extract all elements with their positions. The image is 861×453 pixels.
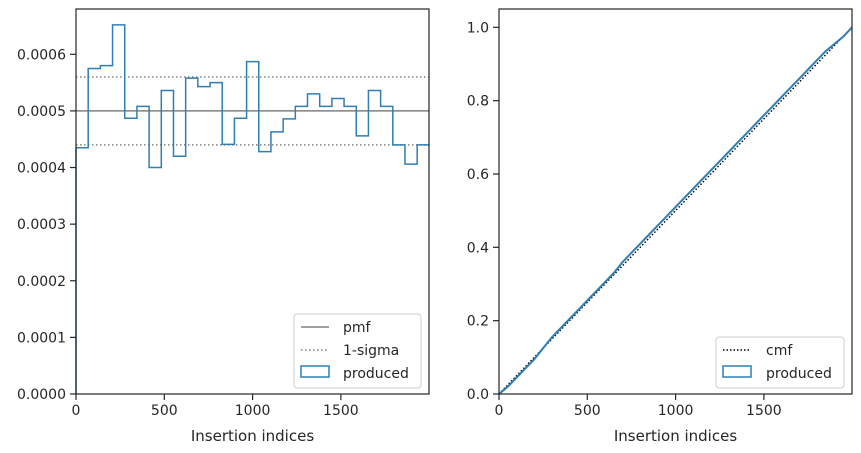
cmf-y-tick-label: 0.8 — [467, 94, 489, 110]
pmf-x-tick-label: 1000 — [235, 403, 271, 419]
cmf-x-tick-label: 1000 — [658, 403, 694, 419]
cmf-y-tick-label: 0.6 — [467, 167, 489, 183]
cmf-x-tick-label: 0 — [495, 403, 504, 419]
legend-cmf-produced-label: produced — [766, 366, 832, 382]
legend-pmf-label: pmf — [343, 320, 372, 336]
legend-sigma-label: 1-sigma — [343, 343, 399, 359]
produced-cmf-line — [498, 26, 853, 395]
legend-cmf-produced-swatch — [722, 365, 752, 378]
cmf-y-tick-label: 1.0 — [467, 20, 489, 36]
cmf-y-tick-label: 0.4 — [467, 240, 489, 256]
pmf-plot-content — [75, 24, 429, 394]
pmf-y-tick-label: 0.0000 — [17, 387, 66, 403]
cmf-y-tick-label: 0.2 — [467, 314, 489, 330]
pmf-y-tick-label: 0.0006 — [17, 47, 66, 63]
pmf-y-tick-label: 0.0005 — [17, 104, 66, 120]
cmf-plot-content — [498, 26, 853, 395]
pmf-y-tick-label: 0.0003 — [17, 217, 66, 233]
legend-cmf-label: cmf — [766, 343, 793, 359]
cmf-ticks: 0 500 1000 1500 0.0 0.2 0.4 0.6 0.8 1.0 — [467, 20, 782, 419]
legend-produced-label: produced — [343, 366, 409, 382]
pmf-y-tick-label: 0.0004 — [17, 161, 66, 177]
cmf-panel: 0 500 1000 1500 0.0 0.2 0.4 0.6 0.8 1.0 Insertion… — [467, 8, 853, 445]
pmf-legend-box — [293, 313, 422, 389]
pmf-legend: pmf 1-sigma produced — [293, 313, 422, 389]
produced-histogram — [75, 24, 429, 394]
pmf-y-tick-label: 0.0001 — [17, 330, 66, 346]
pmf-x-axis-label: Insertion indices — [191, 427, 314, 445]
pmf-y-tick-label: 0.0002 — [17, 274, 66, 290]
pmf-x-tick-label: 1500 — [323, 403, 359, 419]
pmf-ticks: 0 500 1000 1500 0.0000 0.0001 0.0002 0.0003 0.00… — [17, 47, 359, 419]
cmf-legend: cmf produced — [715, 336, 845, 389]
pmf-panel: 0 500 1000 1500 0.0000 0.0001 0.0002 0.0003 0.00… — [17, 8, 430, 445]
legend-produced-swatch — [300, 365, 330, 378]
cmf-line — [498, 26, 853, 395]
pmf-x-tick-label: 500 — [151, 403, 178, 419]
cmf-x-axis-label: Insertion indices — [614, 427, 737, 445]
cmf-x-tick-label: 1500 — [746, 403, 782, 419]
cmf-y-tick-label: 0.0 — [467, 387, 489, 403]
cmf-x-tick-label: 500 — [574, 403, 601, 419]
pmf-x-tick-label: 0 — [72, 403, 81, 419]
